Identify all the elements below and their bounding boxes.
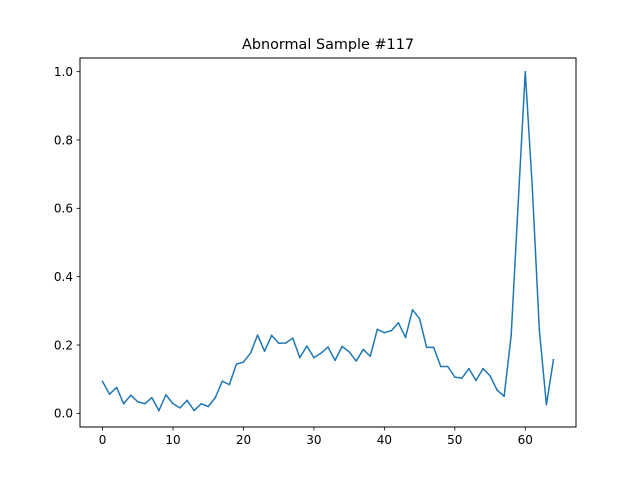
data-point	[221, 380, 224, 382]
data-point	[327, 346, 329, 348]
data-point	[362, 348, 364, 351]
data-point	[249, 352, 252, 354]
data-point	[545, 404, 548, 406]
data-point	[390, 329, 393, 332]
data-point	[214, 396, 217, 399]
data-point	[292, 337, 294, 339]
data-point	[552, 358, 555, 361]
y-tick-label: 0.0	[54, 407, 73, 421]
data-point	[137, 400, 139, 403]
data-point	[193, 409, 195, 412]
data-point	[277, 342, 280, 345]
data-point	[348, 351, 350, 353]
data-point	[517, 201, 519, 204]
y-tick-label: 1.0	[54, 65, 73, 79]
y-tick-label: 0.4	[54, 270, 73, 284]
data-point	[341, 345, 343, 348]
data-point	[115, 386, 118, 389]
data-point	[531, 187, 534, 189]
chart-title: Abnormal Sample #117	[242, 37, 414, 53]
y-axis: 0.0 0.2 0.4 0.6 0.8 1.0	[54, 65, 80, 421]
data-point	[207, 405, 209, 408]
x-tick-label: 10	[165, 433, 180, 447]
data-point	[144, 403, 146, 405]
y-tick-label: 0.8	[54, 133, 73, 147]
data-point	[158, 409, 160, 412]
x-tick-label: 40	[377, 433, 392, 447]
data-point	[334, 359, 336, 362]
x-axis: 0 10 20 30 40 50 60	[99, 427, 533, 447]
x-tick-label: 20	[236, 433, 251, 447]
data-point	[256, 334, 259, 336]
data-point	[489, 375, 491, 377]
data-point	[200, 403, 202, 405]
y-tick-label: 0.6	[54, 202, 73, 216]
axes-frame	[79, 57, 577, 428]
data-point	[510, 334, 512, 337]
x-tick-label: 0	[99, 433, 107, 447]
data-point	[376, 328, 379, 331]
data-point	[404, 336, 407, 339]
data-point	[129, 394, 132, 396]
data-point	[299, 356, 301, 359]
data-point	[284, 342, 287, 344]
data-point	[524, 70, 527, 73]
data-point	[411, 309, 414, 311]
data-point	[186, 399, 188, 402]
data-point	[179, 407, 181, 409]
data-point	[432, 346, 435, 349]
y-tick-label: 0.2	[54, 338, 73, 352]
data-point	[235, 363, 238, 365]
data-point	[228, 383, 231, 386]
data-point	[503, 395, 505, 397]
x-tick-label: 30	[306, 433, 321, 447]
data-point	[242, 361, 245, 363]
data-point	[482, 367, 484, 370]
x-tick-label: 50	[447, 433, 462, 447]
data-point	[383, 331, 386, 334]
data-point	[475, 379, 477, 382]
data-point	[122, 403, 125, 405]
data-point	[538, 329, 541, 332]
data-point	[355, 360, 357, 362]
data-point	[306, 345, 308, 347]
data-point	[397, 322, 400, 324]
data-point	[369, 355, 372, 358]
plot-area	[101, 70, 555, 412]
series-line-0	[101, 70, 555, 412]
data-point	[101, 380, 104, 383]
data-point	[108, 393, 111, 395]
data-point	[454, 376, 456, 378]
data-point	[425, 346, 428, 349]
data-point	[468, 367, 470, 370]
data-point	[320, 352, 322, 354]
data-point	[263, 350, 266, 352]
data-point	[270, 334, 273, 337]
data-point	[165, 394, 167, 396]
data-point	[496, 389, 498, 391]
data-point	[447, 365, 449, 368]
data-point	[418, 317, 421, 320]
data-point	[461, 377, 463, 379]
data-point	[313, 356, 315, 359]
data-point	[151, 396, 153, 399]
data-point	[172, 403, 174, 405]
x-tick-label: 60	[518, 433, 533, 447]
data-point	[439, 365, 442, 368]
